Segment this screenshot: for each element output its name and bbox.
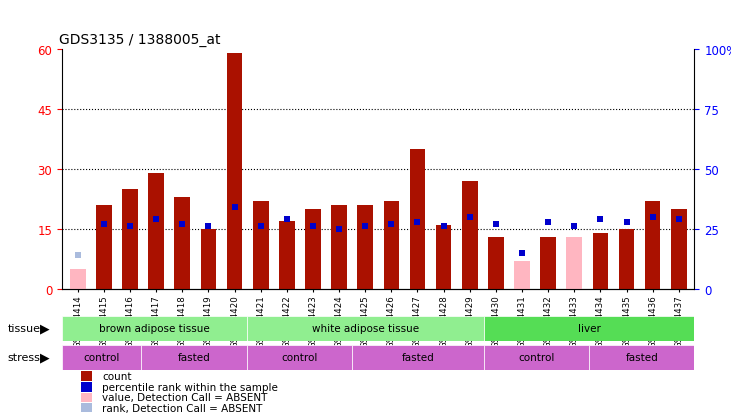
Bar [589,345,694,370]
Text: fasted: fasted [178,352,211,362]
Text: control: control [518,352,555,362]
Bar [96,205,112,289]
Bar [175,197,190,289]
Text: rank, Detection Call = ABSENT: rank, Detection Call = ABSENT [102,403,262,413]
Bar [352,345,484,370]
Bar [62,345,141,370]
Bar [81,403,93,412]
Bar [409,150,425,289]
Text: white adipose tissue: white adipose tissue [311,323,419,333]
Bar [484,316,694,341]
Bar [70,269,86,289]
Text: tissue: tissue [7,323,40,333]
Text: brown adipose tissue: brown adipose tissue [99,323,210,333]
Bar [200,229,216,289]
Bar [384,201,399,289]
Bar [331,205,347,289]
Bar [279,221,295,289]
Bar [81,392,93,402]
Bar [141,345,246,370]
Bar [81,382,93,392]
Bar [436,225,452,289]
Text: control: control [83,352,120,362]
Text: control: control [281,352,317,362]
Text: fasted: fasted [626,352,658,362]
Text: count: count [102,371,132,381]
Text: ▶: ▶ [40,322,50,335]
Bar [305,209,321,289]
Bar [484,345,589,370]
Text: stress: stress [7,352,40,362]
Bar [148,173,164,289]
Text: percentile rank within the sample: percentile rank within the sample [102,382,278,392]
Bar [122,189,138,289]
Bar [671,209,686,289]
Bar [618,229,635,289]
Text: liver: liver [577,323,600,333]
Bar [462,181,477,289]
Bar [514,261,530,289]
Bar [253,201,268,289]
Bar [62,316,246,341]
Text: fasted: fasted [401,352,434,362]
Bar [567,237,582,289]
Bar [246,345,352,370]
Text: ▶: ▶ [40,351,50,364]
Bar [488,237,504,289]
Bar [593,233,608,289]
Bar [246,316,484,341]
Bar [357,205,373,289]
Bar [81,371,93,381]
Bar [540,237,556,289]
Text: value, Detection Call = ABSENT: value, Detection Call = ABSENT [102,392,268,402]
Bar [645,201,661,289]
Text: GDS3135 / 1388005_at: GDS3135 / 1388005_at [59,33,221,47]
Bar [227,54,243,289]
